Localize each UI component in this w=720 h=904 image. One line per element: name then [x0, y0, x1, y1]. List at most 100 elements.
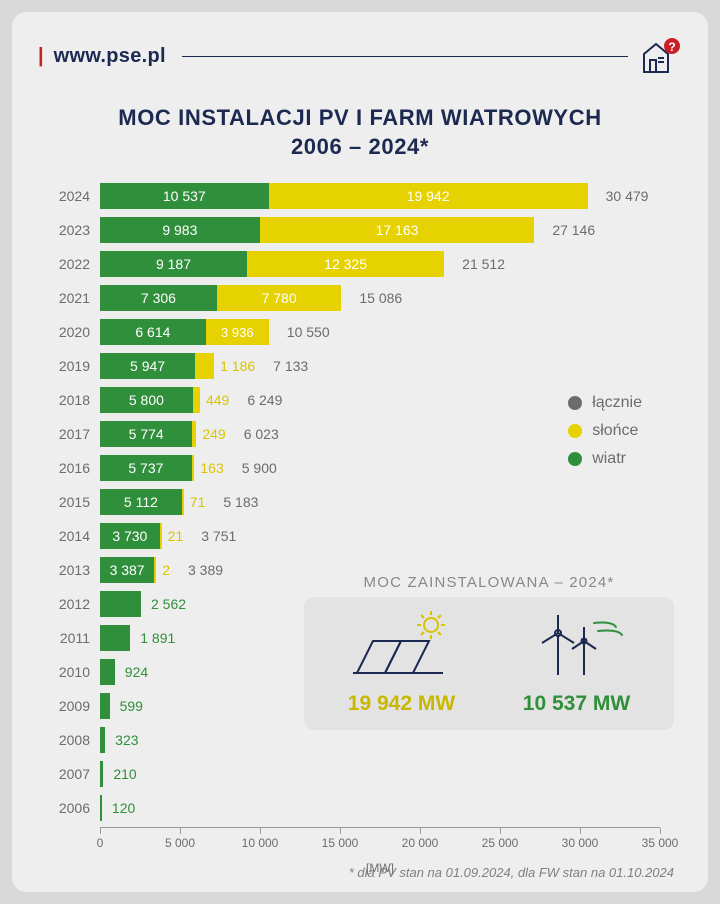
- bar-row: 20195 9471 1867 133: [44, 351, 682, 381]
- legend-label-wind: wiatr: [592, 450, 626, 468]
- installed-capacity-callout: MOC ZAINSTALOWANA – 2024*: [304, 574, 674, 730]
- bar-chart: 202410 53719 94230 47920239 98317 16327 …: [44, 181, 682, 875]
- bar-track: 10 53719 94230 479: [100, 183, 682, 209]
- legend: łącznie słońce wiatr: [568, 394, 642, 478]
- total-value-label: 5 900: [242, 460, 277, 476]
- bar-track: 6 6143 936 10 550: [100, 319, 682, 345]
- x-tick: [340, 828, 341, 834]
- year-label: 2010: [44, 664, 100, 680]
- wind-turbine-icon: [522, 611, 632, 681]
- legend-label-total: łącznie: [592, 394, 642, 412]
- year-label: 2014: [44, 528, 100, 544]
- bar-segment-wind: 6 614: [100, 319, 206, 345]
- x-tick-label: 10 000: [242, 836, 279, 850]
- bar-segment-sun: 7 780: [217, 285, 341, 311]
- x-tick: [660, 828, 661, 834]
- year-label: 2021: [44, 290, 100, 306]
- bar-segment-wind: 3 730: [100, 523, 160, 549]
- legend-dot-total: [568, 396, 582, 410]
- total-value-label: 10 550: [287, 324, 330, 340]
- x-axis: 05 00010 00015 00020 00025 00030 00035 0…: [100, 827, 660, 865]
- chart-title: MOC INSTALACJI PV I FARM WIATROWYCH 2006…: [38, 104, 682, 161]
- total-value-label: 3 751: [201, 528, 236, 544]
- bar-segment-sun: [192, 421, 196, 447]
- total-value-label: 27 146: [552, 222, 595, 238]
- x-tick-label: 35 000: [642, 836, 679, 850]
- bar-segment-wind: 5 737: [100, 455, 192, 481]
- bar-row: 2007210: [44, 759, 682, 789]
- total-value-label: 6 249: [247, 392, 282, 408]
- infographic-card: | www.pse.pl ? MOC INSTALACJI PV I FARM …: [12, 12, 708, 892]
- bar-track: 9 98317 16327 146: [100, 217, 682, 243]
- header: | www.pse.pl ?: [38, 34, 682, 78]
- year-label: 2007: [44, 766, 100, 782]
- bar-segment-wind: [100, 693, 110, 719]
- svg-text:?: ?: [668, 40, 675, 54]
- callout-wind: 10 537 MW: [522, 611, 632, 716]
- total-value-label: 21 512: [462, 256, 505, 272]
- bar-segment-wind: [100, 727, 105, 753]
- x-tick: [500, 828, 501, 834]
- year-label: 2009: [44, 698, 100, 714]
- bar-segment-wind: 5 947: [100, 353, 195, 379]
- bar-row: 2006120: [44, 793, 682, 823]
- legend-item-wind: wiatr: [568, 450, 642, 468]
- bar-segment-sun: 12 325: [247, 251, 444, 277]
- website-url: www.pse.pl: [54, 45, 166, 68]
- callout-title: MOC ZAINSTALOWANA – 2024*: [304, 574, 674, 591]
- bar-segment-wind: 10 537: [100, 183, 269, 209]
- bar-track: 9 18712 325 21 512: [100, 251, 682, 277]
- wind-value-label: 120: [112, 800, 135, 816]
- title-line-2: 2006 – 2024*: [291, 134, 429, 159]
- x-tick-label: 25 000: [482, 836, 519, 850]
- bar-track: 323: [100, 727, 682, 753]
- x-tick-label: 15 000: [322, 836, 359, 850]
- bar-segment-wind: 9 187: [100, 251, 247, 277]
- bar-row: 202410 53719 94230 479: [44, 181, 682, 211]
- total-value-label: 30 479: [606, 188, 649, 204]
- sun-value-label: 163: [200, 460, 223, 476]
- x-tick: [420, 828, 421, 834]
- bar-segment-wind: 5 800: [100, 387, 193, 413]
- year-label: 2013: [44, 562, 100, 578]
- sun-value-label: 1 186: [220, 358, 255, 374]
- year-label: 2022: [44, 256, 100, 272]
- bar-segment-sun: 3 936: [206, 319, 269, 345]
- bar-segment-sun: [154, 557, 156, 583]
- year-label: 2011: [44, 630, 100, 646]
- bar-row: 20143 730213 751: [44, 521, 682, 551]
- x-tick-label: 5 000: [165, 836, 195, 850]
- year-label: 2016: [44, 460, 100, 476]
- bar-segment-sun: [160, 523, 162, 549]
- bar-segment-wind: [100, 591, 141, 617]
- total-value-label: 7 133: [273, 358, 308, 374]
- legend-item-sun: słońce: [568, 422, 642, 440]
- year-label: 2018: [44, 392, 100, 408]
- x-tick: [100, 828, 101, 834]
- solar-panel-icon: [347, 611, 457, 681]
- year-label: 2024: [44, 188, 100, 204]
- callout-solar: 19 942 MW: [347, 611, 457, 716]
- total-value-label: 6 023: [244, 426, 279, 442]
- callout-solar-value: 19 942 MW: [347, 692, 457, 716]
- callout-box: 19 942 MW: [304, 597, 674, 730]
- bar-segment-wind: [100, 761, 103, 787]
- bar-row: 20206 6143 93610 550: [44, 317, 682, 347]
- building-question-icon: ?: [638, 34, 682, 78]
- bar-row: 20155 112715 183: [44, 487, 682, 517]
- wind-value-label: 1 891: [140, 630, 175, 646]
- sun-value-label: 449: [206, 392, 229, 408]
- title-line-1: MOC INSTALACJI PV I FARM WIATROWYCH: [118, 105, 601, 130]
- bar-track: 120: [100, 795, 682, 821]
- bar-row: 20217 3067 78015 086: [44, 283, 682, 313]
- wind-value-label: 599: [120, 698, 143, 714]
- x-tick-label: 20 000: [402, 836, 439, 850]
- bar-segment-wind: 7 306: [100, 285, 217, 311]
- legend-dot-wind: [568, 452, 582, 466]
- bar-track: 5 947 1 186 7 133: [100, 353, 682, 379]
- total-value-label: 3 389: [188, 562, 223, 578]
- bar-segment-wind: 9 983: [100, 217, 260, 243]
- bar-segment-sun: [195, 353, 214, 379]
- x-tick: [180, 828, 181, 834]
- wind-value-label: 323: [115, 732, 138, 748]
